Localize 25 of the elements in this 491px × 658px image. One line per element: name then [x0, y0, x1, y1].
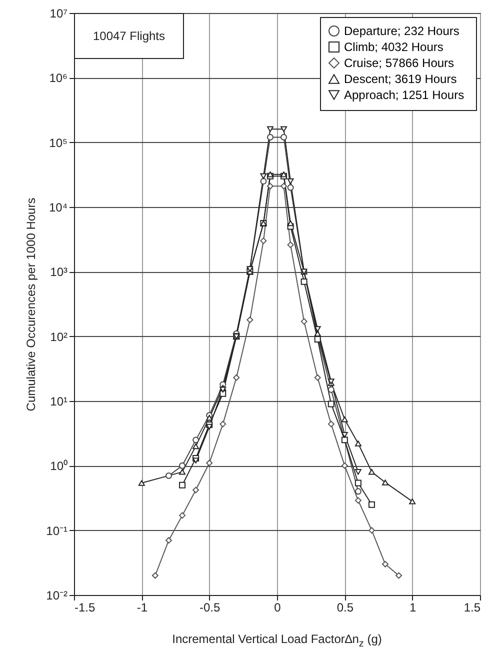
y-tick-label: 10¹: [50, 394, 68, 408]
x-axis-title: Incremental Vertical Load Factor∆n$_{z}$ (g): [171, 632, 383, 650]
x-tick-label: 1.5: [464, 600, 481, 614]
y-tick-label: 10⁻¹: [46, 524, 68, 538]
legend-label: Descent; 3619 Hours: [344, 72, 457, 86]
x-tick-label: -1: [136, 600, 148, 614]
y-tick-label: 10⁻²: [46, 588, 68, 602]
legend-label: Approach; 1251 Hours: [344, 88, 464, 102]
x-tick-label: -1.5: [74, 600, 96, 614]
y-tick-label: 10³: [50, 265, 68, 280]
y-tick-label: 10²: [50, 330, 68, 344]
x-tick-label: 0.5: [336, 600, 354, 614]
y-tick-label: 10⁵: [49, 136, 68, 150]
y-tick-label: 10⁷: [50, 6, 68, 20]
y-tick-label: 10⁰: [50, 459, 68, 474]
y-tick-label: 10⁶: [49, 71, 68, 86]
legend-label: Climb; 4032 Hours: [344, 40, 444, 54]
legend-label: Cruise; 57866 Hours: [344, 56, 454, 70]
y-tick-label: 10⁴: [48, 200, 68, 214]
y-axis-title: Cumulative Occurences per 1000 Hours: [24, 198, 38, 412]
x-tick-label: 0: [274, 600, 282, 614]
legend-label: Departure; 232 Hours: [344, 24, 460, 38]
x-tick-label: -0.5: [199, 600, 220, 614]
annotation: 10047 Flights: [92, 29, 166, 43]
x-tick-label: 1: [409, 600, 416, 614]
